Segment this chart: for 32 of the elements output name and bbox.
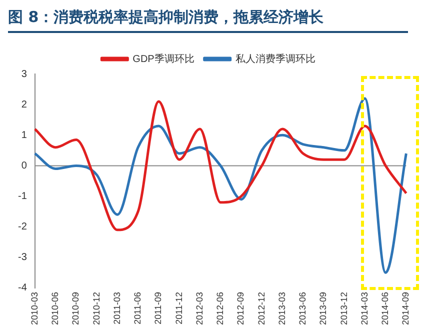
x-tick-label: 2011-06 — [132, 292, 143, 324]
y-tick-label: 2 — [21, 99, 28, 110]
y-tick-label: -4 — [18, 282, 28, 294]
x-tick-label: 2014-06 — [380, 292, 390, 325]
y-tick-label: 0 — [21, 160, 28, 172]
y-tick-label: 1 — [21, 130, 28, 141]
x-tick-label: 2012-06 — [215, 292, 226, 325]
x-tick-label: 2013-09 — [318, 292, 328, 325]
x-tick-label: 2012-03 — [194, 292, 204, 325]
x-tick-label: 2014-03 — [359, 292, 370, 325]
chart-title: 图 8：消费税税率提高抑制消费，拖累经济增长 — [8, 8, 408, 33]
y-tick-label: -2 — [18, 222, 28, 233]
x-tick-label: 2012-12 — [256, 292, 266, 325]
line-series — [34, 100, 408, 232]
line-series — [34, 97, 408, 274]
y-tick-label: -1 — [18, 191, 28, 202]
x-tick-label: 2013-12 — [338, 292, 349, 325]
x-tick-label: 2013-06 — [298, 292, 308, 325]
x-tick-label: 2010-12 — [91, 292, 102, 325]
x-tick-label: 2014-09 — [400, 292, 411, 325]
x-tick-label: 2013-03 — [276, 292, 287, 325]
x-tick-label: 2010-03 — [29, 292, 40, 325]
x-tick-label: 2012-09 — [236, 292, 246, 325]
x-tick-label: 2010-06 — [50, 292, 60, 325]
y-tick-label: -3 — [18, 252, 28, 264]
x-tick-label: 2011-12 — [174, 292, 184, 324]
legend-label: 私人消费季调环比 — [235, 52, 316, 65]
y-tick-label: 3 — [21, 68, 28, 80]
x-tick-label: 2011-03 — [112, 292, 122, 324]
x-tick-label: 2011-09 — [153, 292, 164, 324]
legend-label: GDP季调环比 — [132, 52, 194, 65]
x-tick-label: 2010-09 — [70, 292, 81, 325]
